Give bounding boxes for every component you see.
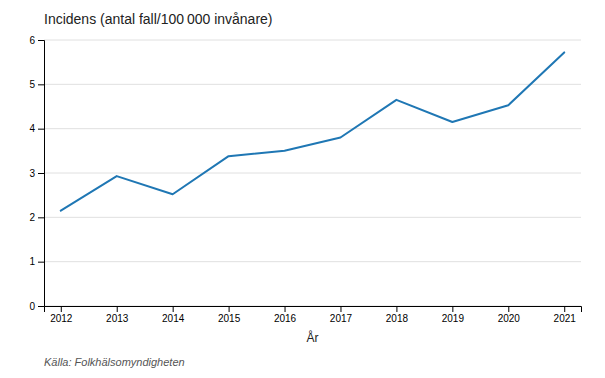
- tick-label: 1: [29, 256, 35, 267]
- tick-mark: [38, 129, 44, 130]
- axis-line: [38, 41, 45, 307]
- tick-label: 4: [29, 123, 35, 134]
- tick-label: 2: [29, 212, 35, 223]
- grid-line: [44, 173, 581, 174]
- tick-mark: [117, 306, 118, 312]
- x-tick: 2016: [274, 306, 297, 324]
- y-tick: 5: [29, 79, 44, 90]
- tick-label: 2015: [218, 313, 241, 324]
- y-axis: 0 1 2 3 4 5 6: [29, 35, 44, 312]
- tick-mark: [38, 217, 44, 218]
- tick-label: 0: [29, 301, 35, 312]
- tick-mark: [396, 306, 397, 312]
- tick-mark: [173, 306, 174, 312]
- tick-mark: [38, 306, 44, 307]
- tick-mark: [38, 262, 44, 263]
- line: [61, 52, 564, 210]
- grid-line: [44, 217, 581, 218]
- source: Källa: Folkhälsomyndigheten: [44, 356, 185, 368]
- grid-line: [44, 261, 581, 262]
- x-tick: 2017: [330, 306, 353, 324]
- grid-line: [44, 128, 581, 129]
- grid-line: [44, 84, 581, 85]
- tick-label: 6: [29, 35, 35, 46]
- tick-label: 5: [29, 79, 35, 90]
- tick-mark: [229, 306, 230, 312]
- y-tick: 6: [29, 35, 44, 46]
- tick-mark: [38, 84, 44, 85]
- tick-mark: [508, 306, 509, 312]
- y-tick: 2: [29, 212, 44, 223]
- grid: [44, 40, 581, 306]
- grid-line: [44, 40, 581, 41]
- x-tick: 2018: [386, 306, 409, 324]
- tick-label: 2014: [162, 313, 185, 324]
- tick-label: 2016: [274, 313, 297, 324]
- tick-label: 2021: [554, 313, 577, 324]
- tick-mark: [285, 306, 286, 312]
- tick-mark: [38, 173, 44, 174]
- tick-mark: [340, 306, 341, 312]
- title: Incidens (antal fall/100 000 invånare): [44, 11, 273, 27]
- tick-label: 2013: [106, 313, 129, 324]
- chart: 2012201320142015201620172018201920202021…: [0, 0, 605, 378]
- tick-mark: [452, 306, 453, 312]
- y-tick: 3: [29, 168, 44, 179]
- y-tick: 4: [29, 123, 44, 134]
- axis-line: [45, 307, 582, 313]
- tick-label: 2018: [386, 313, 409, 324]
- x-axis: 2012 2013 2014 2015 2016 2017 2018 2019 2020 2021: [45, 306, 582, 324]
- tick-label: 2017: [330, 313, 353, 324]
- tick-label: 2020: [498, 313, 521, 324]
- tick-label: 2012: [50, 313, 73, 324]
- y-tick: 1: [29, 256, 44, 267]
- x-tick: 2019: [442, 306, 465, 324]
- plot: 2012201320142015201620172018201920202021…: [29, 35, 581, 324]
- x-tick: 2014: [162, 306, 185, 324]
- tick-label: 3: [29, 168, 35, 179]
- x-label: År: [307, 330, 319, 345]
- tick-mark: [61, 306, 62, 312]
- marks: [61, 52, 564, 210]
- tick-mark: [564, 306, 565, 312]
- x-tick: 2013: [106, 306, 129, 324]
- tick-label: 2019: [442, 313, 465, 324]
- x-tick: 2012: [50, 306, 73, 324]
- x-tick: 2021: [554, 306, 577, 324]
- y-tick: 0: [29, 301, 44, 312]
- x-tick: 2020: [498, 306, 521, 324]
- tick-mark: [38, 40, 44, 41]
- x-tick: 2015: [218, 306, 241, 324]
